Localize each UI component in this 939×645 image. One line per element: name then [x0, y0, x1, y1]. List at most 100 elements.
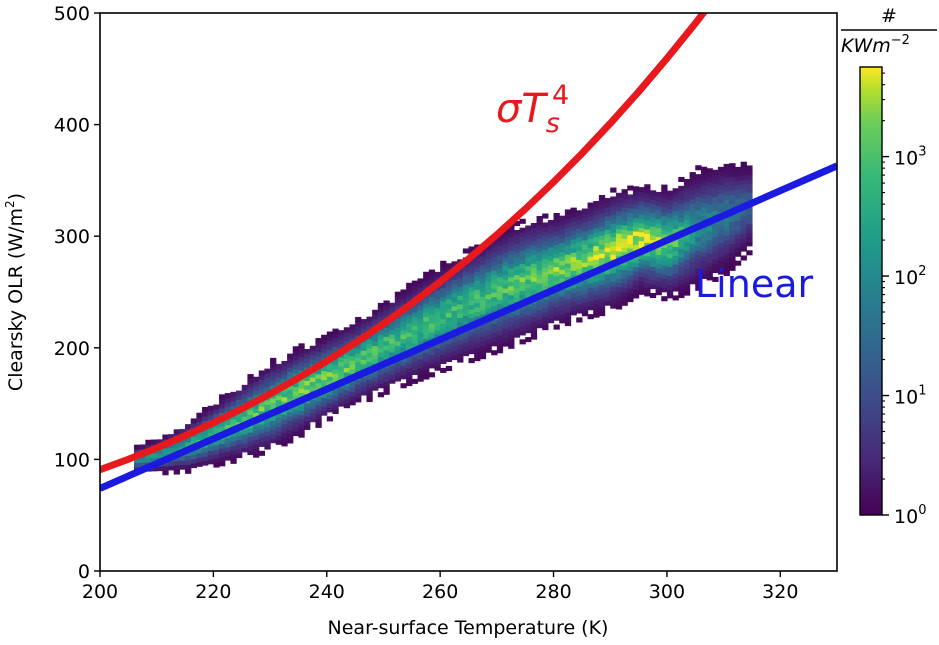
heatmap-cell — [236, 390, 243, 396]
heatmap-cell — [281, 410, 288, 416]
heatmap-cell — [496, 299, 504, 305]
heatmap-cell — [581, 235, 589, 241]
heatmap-cell — [343, 354, 351, 360]
heatmap-cell — [332, 328, 339, 334]
heatmap-cell — [253, 376, 260, 382]
heatmap-cell — [253, 385, 260, 391]
heatmap-cell — [559, 260, 566, 266]
heatmap-cell — [247, 374, 254, 380]
heatmap-cell — [377, 351, 385, 358]
heatmap-cell — [309, 385, 317, 391]
heatmap-cell — [666, 253, 674, 259]
heatmap-cell — [343, 403, 351, 409]
heatmap-cell — [479, 345, 487, 351]
heatmap-cell — [219, 461, 226, 467]
heatmap-cell — [423, 298, 430, 304]
heatmap-cell — [734, 180, 742, 186]
heatmap-cell — [349, 369, 356, 375]
sigma-ts4-annotation: σTs — [496, 86, 560, 139]
heatmap-cell — [423, 356, 430, 362]
heatmap-cell — [666, 266, 674, 272]
heatmap-cell — [451, 292, 458, 298]
heatmap-cell — [542, 280, 549, 286]
heatmap-cell — [723, 226, 730, 232]
heatmap-cell — [502, 229, 509, 236]
heatmap-cell — [394, 300, 402, 306]
heatmap-cell — [627, 283, 634, 289]
heatmap-cell — [610, 227, 617, 233]
heatmap-cell — [304, 411, 311, 417]
heatmap-cell — [570, 292, 577, 298]
heatmap-cell — [593, 294, 600, 300]
heatmap-cell — [173, 456, 180, 462]
heatmap-cell — [349, 337, 356, 343]
heatmap-cell — [377, 307, 385, 313]
heatmap-cell — [536, 216, 543, 222]
heatmap-cell — [462, 337, 470, 343]
heatmap-cell — [417, 363, 424, 369]
heatmap-cell — [485, 325, 492, 331]
heatmap-cell — [224, 406, 231, 412]
heatmap-cell — [315, 355, 322, 361]
heatmap-cell — [536, 305, 543, 311]
heatmap-cell — [598, 257, 606, 263]
heatmap-cell — [287, 429, 294, 435]
heatmap-cell — [343, 398, 351, 404]
heatmap-cell — [434, 343, 441, 349]
heatmap-cell — [417, 300, 424, 306]
heatmap-cell — [542, 316, 549, 322]
heatmap-cell — [502, 256, 509, 262]
heatmap-cell — [326, 335, 334, 342]
heatmap-cell — [468, 335, 475, 341]
heatmap-cell — [224, 446, 231, 452]
heatmap-cell — [627, 207, 634, 213]
heatmap-cell — [372, 385, 379, 391]
heatmap-cell — [513, 274, 521, 280]
heatmap-cell — [428, 354, 436, 360]
heatmap-cell — [258, 401, 266, 407]
heatmap-cell — [734, 251, 742, 257]
heatmap-cell — [615, 246, 623, 252]
heatmap-cell — [468, 259, 475, 265]
heatmap-cell — [411, 365, 419, 371]
heatmap-cell — [417, 331, 424, 338]
heatmap-cell — [428, 349, 436, 356]
heatmap-cell — [292, 404, 300, 410]
heatmap-cell — [236, 448, 243, 454]
heatmap-cell — [156, 448, 163, 454]
heatmap-cell — [615, 210, 623, 216]
heatmap-cell — [264, 399, 271, 405]
heatmap-cell — [423, 334, 430, 340]
heatmap-cell — [502, 238, 509, 244]
heatmap-cell — [457, 281, 464, 287]
heatmap-cell — [377, 392, 385, 398]
heatmap-cell — [723, 230, 730, 236]
heatmap-cell — [530, 321, 538, 327]
heatmap-cell — [270, 420, 277, 426]
heatmap-cell — [644, 184, 651, 190]
heatmap-cell — [587, 296, 594, 302]
heatmap-cell — [389, 302, 396, 308]
heatmap-cell — [315, 342, 322, 348]
heatmap-cell — [530, 312, 538, 318]
heatmap-cell — [553, 311, 560, 317]
heatmap-cell — [547, 255, 555, 261]
heatmap-cell — [428, 296, 436, 302]
heatmap-cell — [491, 274, 498, 280]
heatmap-cell — [695, 187, 702, 193]
heatmap-cell — [241, 411, 248, 417]
heatmap-cell — [621, 211, 628, 217]
heatmap-cell — [706, 266, 713, 272]
heatmap-cell — [247, 391, 254, 398]
heatmap-cell — [621, 278, 628, 284]
heatmap-cell — [332, 364, 339, 370]
heatmap-cell — [326, 371, 334, 377]
heatmap-cell — [247, 436, 254, 442]
heatmap-cell — [547, 224, 555, 230]
heatmap-cell — [377, 316, 385, 322]
heatmap-cell — [593, 276, 600, 282]
heatmap-cell — [700, 193, 708, 199]
heatmap-cell — [547, 269, 555, 275]
heatmap-cell — [519, 245, 526, 251]
heatmap-cell — [264, 373, 271, 379]
